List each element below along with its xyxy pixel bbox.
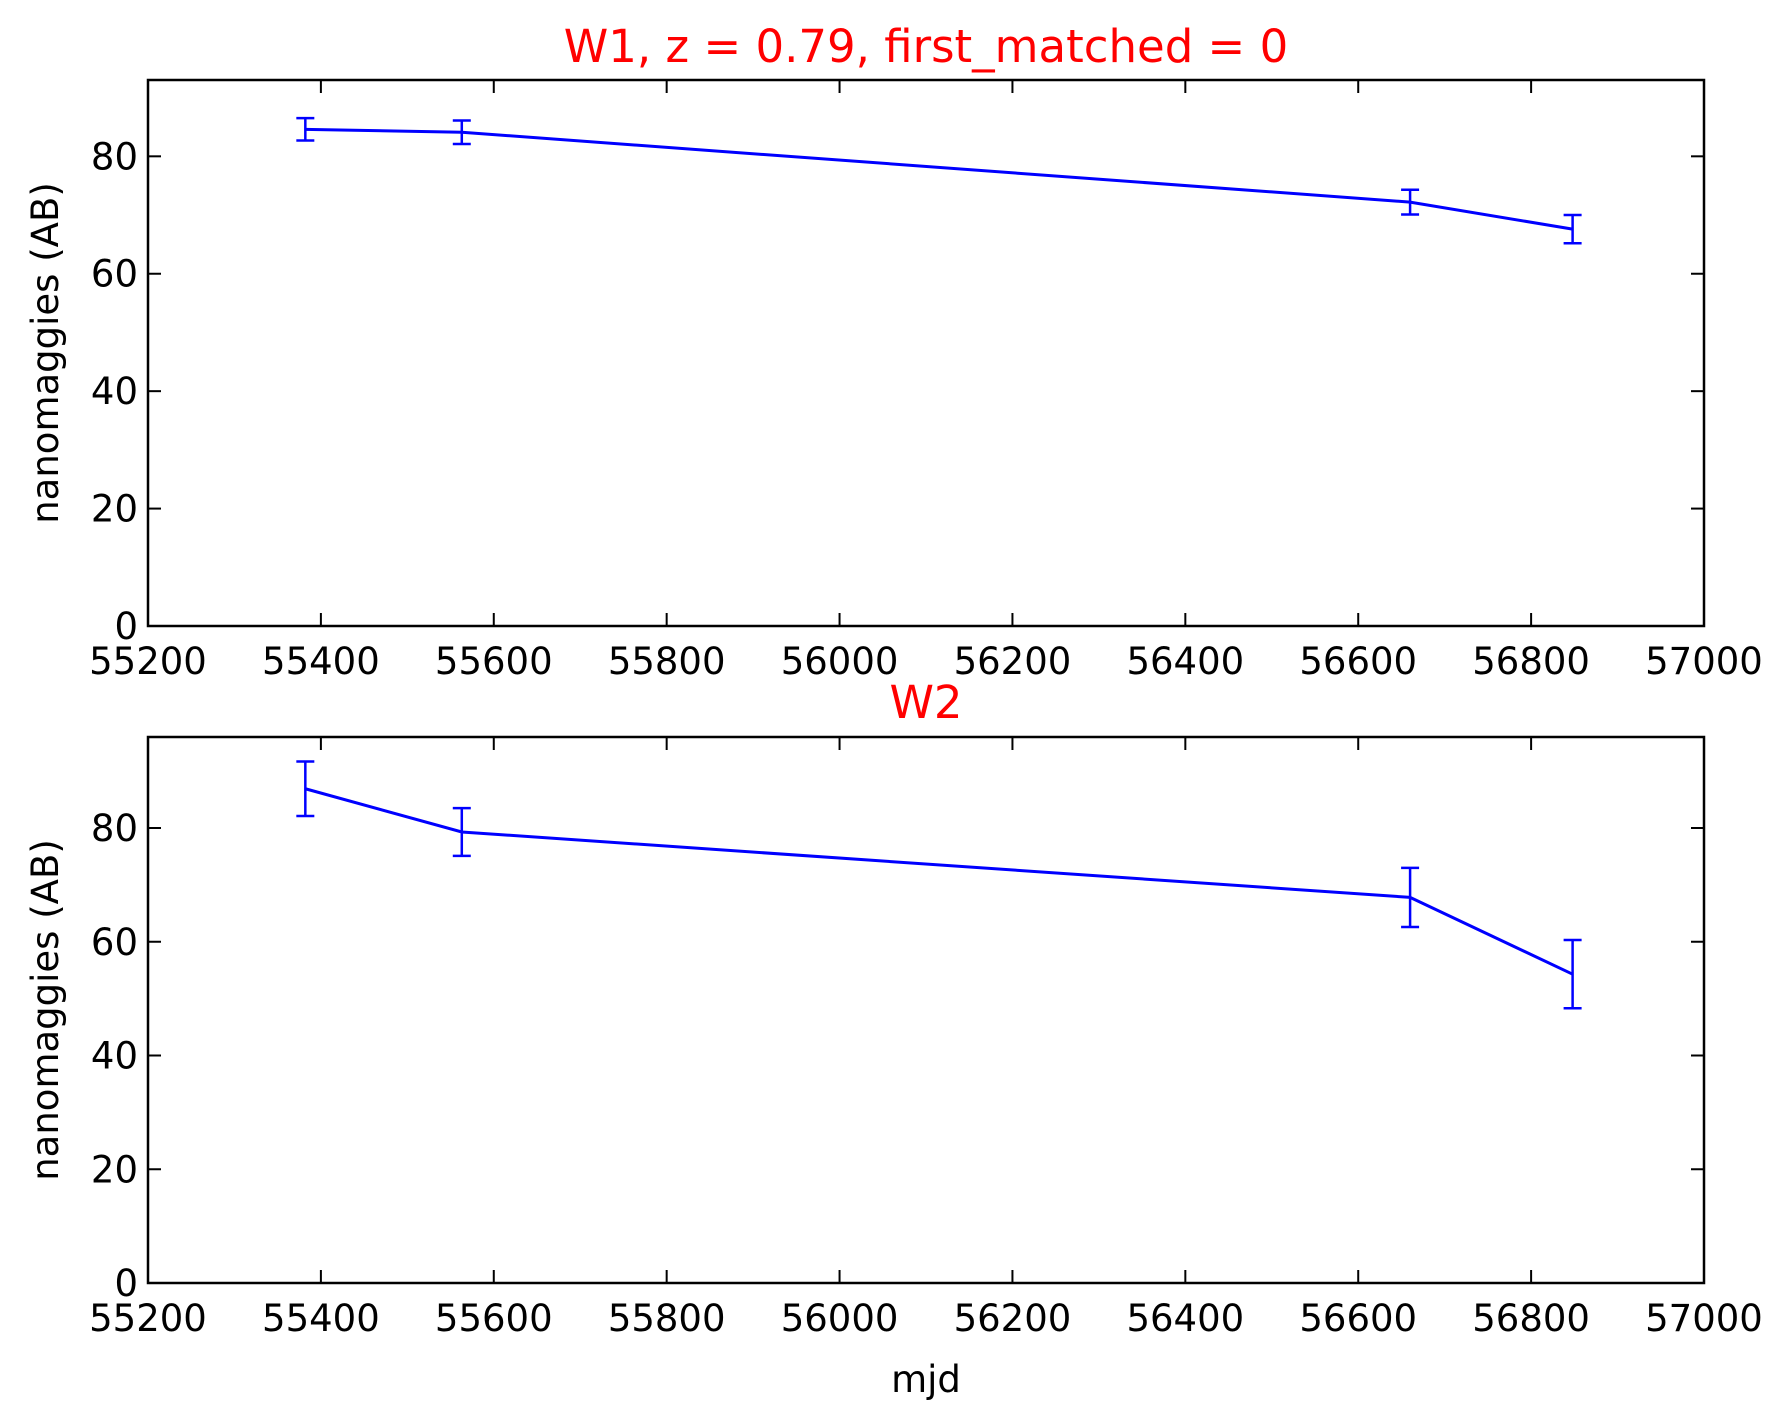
y-tick-label: 40 — [91, 1035, 138, 1078]
error-bar — [452, 806, 471, 858]
x-tick-label: 56200 — [954, 1297, 1072, 1340]
x-tick-label: 55400 — [262, 1297, 380, 1340]
x-tick-label: 56600 — [1299, 640, 1417, 683]
x-tick-label: 55400 — [262, 640, 380, 683]
x-tick-label: 56400 — [1126, 1297, 1244, 1340]
series-line — [304, 787, 1574, 976]
x-tick-label: 56800 — [1472, 1297, 1590, 1340]
plot-frame — [146, 735, 1706, 1285]
x-tick-label: 55200 — [89, 1297, 207, 1340]
error-bar — [296, 116, 315, 142]
y-tick-label: 20 — [91, 488, 138, 531]
x-tick-label: 55800 — [608, 1297, 726, 1340]
y-tick-label: 40 — [91, 370, 138, 413]
plot-frame — [146, 78, 1706, 628]
x-tick-label: 55600 — [435, 1297, 553, 1340]
y-tick-label: 80 — [91, 807, 138, 850]
error-bar — [452, 119, 471, 146]
y-tick-label: 0 — [114, 1262, 138, 1305]
error-bar — [1563, 938, 1582, 1010]
x-tick-label: 57000 — [1645, 640, 1763, 683]
series-line — [305, 127, 1573, 231]
x-tick-label: 56600 — [1299, 1297, 1417, 1340]
chart-title: W2 — [889, 676, 962, 729]
x-tick-label: 57000 — [1645, 1297, 1763, 1340]
error-bar — [1563, 213, 1582, 245]
y-tick-label: 60 — [91, 921, 138, 964]
y-axis-label: nanomaggies (AB) — [24, 839, 67, 1181]
y-axis-label: nanomaggies (AB) — [24, 182, 67, 524]
chart-panel-1: W1, z = 0.79, first_matched = 0 55200 5540… — [24, 20, 1763, 683]
chart-panel-2: W2 55200 55400 55600 55800 56000 56200 56400 566… — [24, 676, 1763, 1401]
x-tick-label: 56200 — [954, 640, 1072, 683]
x-tick-label: 56800 — [1472, 640, 1590, 683]
y-tick-label: 80 — [91, 135, 138, 178]
error-bar — [1401, 188, 1420, 216]
x-tick-label: 55200 — [89, 640, 207, 683]
y-tick-label: 0 — [114, 605, 138, 648]
x-tick-label: 56400 — [1126, 640, 1244, 683]
error-bar — [296, 760, 315, 818]
chart-title: W1, z = 0.79, first_matched = 0 — [564, 20, 1288, 73]
x-tick-label: 55800 — [608, 640, 726, 683]
x-axis-label: mjd — [891, 1358, 961, 1401]
y-tick-label: 60 — [91, 253, 138, 296]
y-tick-label: 20 — [91, 1148, 138, 1191]
error-bar — [1401, 866, 1420, 929]
x-tick-label: 56000 — [781, 640, 899, 683]
x-tick-label: 56000 — [781, 1297, 899, 1340]
x-tick-label: 55600 — [435, 640, 553, 683]
